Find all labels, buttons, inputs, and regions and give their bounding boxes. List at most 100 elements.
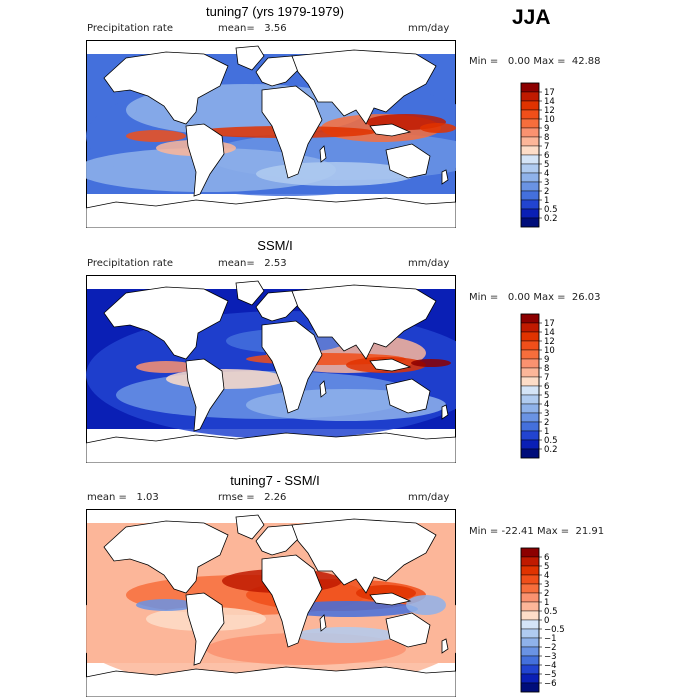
land-madagascar (319, 380, 327, 398)
minmax-model: Min = 0.00 Max = 42.88 (469, 56, 601, 67)
colorbar-tick-label: 3 (544, 178, 549, 188)
colorbar-swatch (520, 592, 540, 603)
mean-label-obs: mean= 2.53 (218, 258, 287, 269)
colorbar-tick-label: 12 (544, 337, 555, 347)
units-label-diff: mm/day (408, 492, 450, 503)
colorbar-swatch (520, 331, 540, 342)
colorbar-tick-label: 0 (544, 616, 549, 626)
colorbar-tick-label: 9 (544, 124, 549, 134)
colorbar-tick-label: 0.5 (544, 607, 558, 617)
precip-region (136, 361, 196, 373)
colorbar-tick-label: 1 (544, 427, 549, 437)
precip-map-obs (86, 275, 456, 463)
colorbar-swatch (520, 172, 540, 183)
minmax-diff: Min = -22.41 Max = 21.91 (469, 526, 605, 537)
colorbar-tick-label: −6 (544, 679, 557, 689)
land-antarctica (86, 197, 456, 228)
colorbar-swatch (520, 322, 540, 333)
land-australia (385, 378, 431, 414)
colorbar-tick-label: 5 (544, 562, 549, 572)
colorbar-tick-label: 1 (544, 196, 549, 206)
precip-region (406, 595, 446, 615)
colorbar-tick-label: 7 (544, 142, 549, 152)
panel-title-diff: tuning7 - SSM/I (230, 473, 320, 488)
colorbar-swatch (520, 646, 540, 657)
colorbar-tick-label: −0.5 (544, 625, 565, 635)
rmse-label-diff: rmse = 2.26 (218, 492, 287, 503)
colorbar-swatch (520, 100, 540, 111)
colorbar-swatch (520, 448, 540, 459)
colorbar-tick-label: −3 (544, 652, 557, 662)
colorbar-swatch (520, 118, 540, 129)
colorbar-swatch (520, 199, 540, 210)
land-new-zealand (441, 169, 449, 185)
colorbar-swatch (520, 145, 540, 156)
colorbar-tick-label: 14 (544, 328, 555, 338)
colorbar-swatch (520, 217, 540, 228)
colorbar-swatch (520, 190, 540, 201)
colorbar-tick-label: 4 (544, 400, 549, 410)
colorbar-tick-label: 2 (544, 418, 549, 428)
land-south-america (185, 358, 225, 432)
precip-map-diff (86, 509, 456, 697)
colorbar-tick-label: 0.2 (544, 214, 558, 224)
colorbar-tick-label: 0.2 (544, 445, 558, 455)
colorbar-tick-label: 17 (544, 319, 555, 329)
panel-title-obs: SSM/I (257, 238, 293, 253)
land-greenland (235, 280, 265, 306)
colorbar-tick-label: −2 (544, 643, 557, 653)
colorbar-tick-label: 1 (544, 598, 549, 608)
land-australia (385, 612, 431, 648)
colorbar-tick-label: 8 (544, 133, 549, 143)
colorbar-swatch (520, 208, 540, 219)
colorbar-tick-label: 8 (544, 364, 549, 374)
land-new-zealand (441, 638, 449, 654)
land-africa (261, 85, 323, 179)
land-antarctica (86, 432, 456, 463)
colorbar-swatch (520, 664, 540, 675)
colorbar-swatch (520, 91, 540, 102)
precip-region (411, 359, 451, 367)
colorbar-tick-label: 10 (544, 115, 555, 125)
colorbar-swatch (520, 358, 540, 369)
colorbar-tick-label: −5 (544, 670, 557, 680)
colorbar-swatch (520, 136, 540, 147)
units-label-model: mm/day (408, 23, 450, 34)
colorbar-swatch (520, 127, 540, 138)
colorbar-swatch (520, 154, 540, 165)
colorbar-tick-label: 12 (544, 106, 555, 116)
colorbar-swatch (520, 583, 540, 594)
land-indonesia (369, 123, 412, 137)
mean-value-diff: 1.03 (136, 492, 159, 503)
colorbar-tick-label: −4 (544, 661, 557, 671)
precip-region (136, 599, 196, 611)
land-asia (291, 49, 437, 125)
variable-label-obs: Precipitation rate (87, 258, 173, 269)
precip-region (420, 123, 456, 133)
land-antarctica (86, 666, 456, 697)
precip-map-model (86, 40, 456, 228)
land-north-america (103, 520, 229, 594)
colorbar-swatch (520, 340, 540, 351)
land-asia (291, 284, 437, 360)
minmax-obs: Min = 0.00 Max = 26.03 (469, 292, 601, 303)
land-europe (255, 55, 299, 87)
colorbar-swatch (520, 601, 540, 612)
colorbar-tick-label: 17 (544, 88, 555, 98)
colorbar-tick-label: 2 (544, 187, 549, 197)
land-indonesia (369, 358, 412, 372)
mean-label-diff: mean = 1.03 (87, 492, 159, 503)
colorbar-swatch (520, 181, 540, 192)
precip-region (166, 369, 286, 389)
colorbar-tick-label: 7 (544, 373, 549, 383)
colorbar-tick-label: 3 (544, 580, 549, 590)
precip-region (126, 130, 186, 142)
land-north-america (103, 51, 229, 125)
land-australia (385, 143, 431, 179)
panel-title-model: tuning7 (yrs 1979-1979) (205, 4, 345, 19)
colorbar-swatch (520, 313, 540, 324)
land-madagascar (319, 614, 327, 632)
colorbar-swatch (520, 628, 540, 639)
